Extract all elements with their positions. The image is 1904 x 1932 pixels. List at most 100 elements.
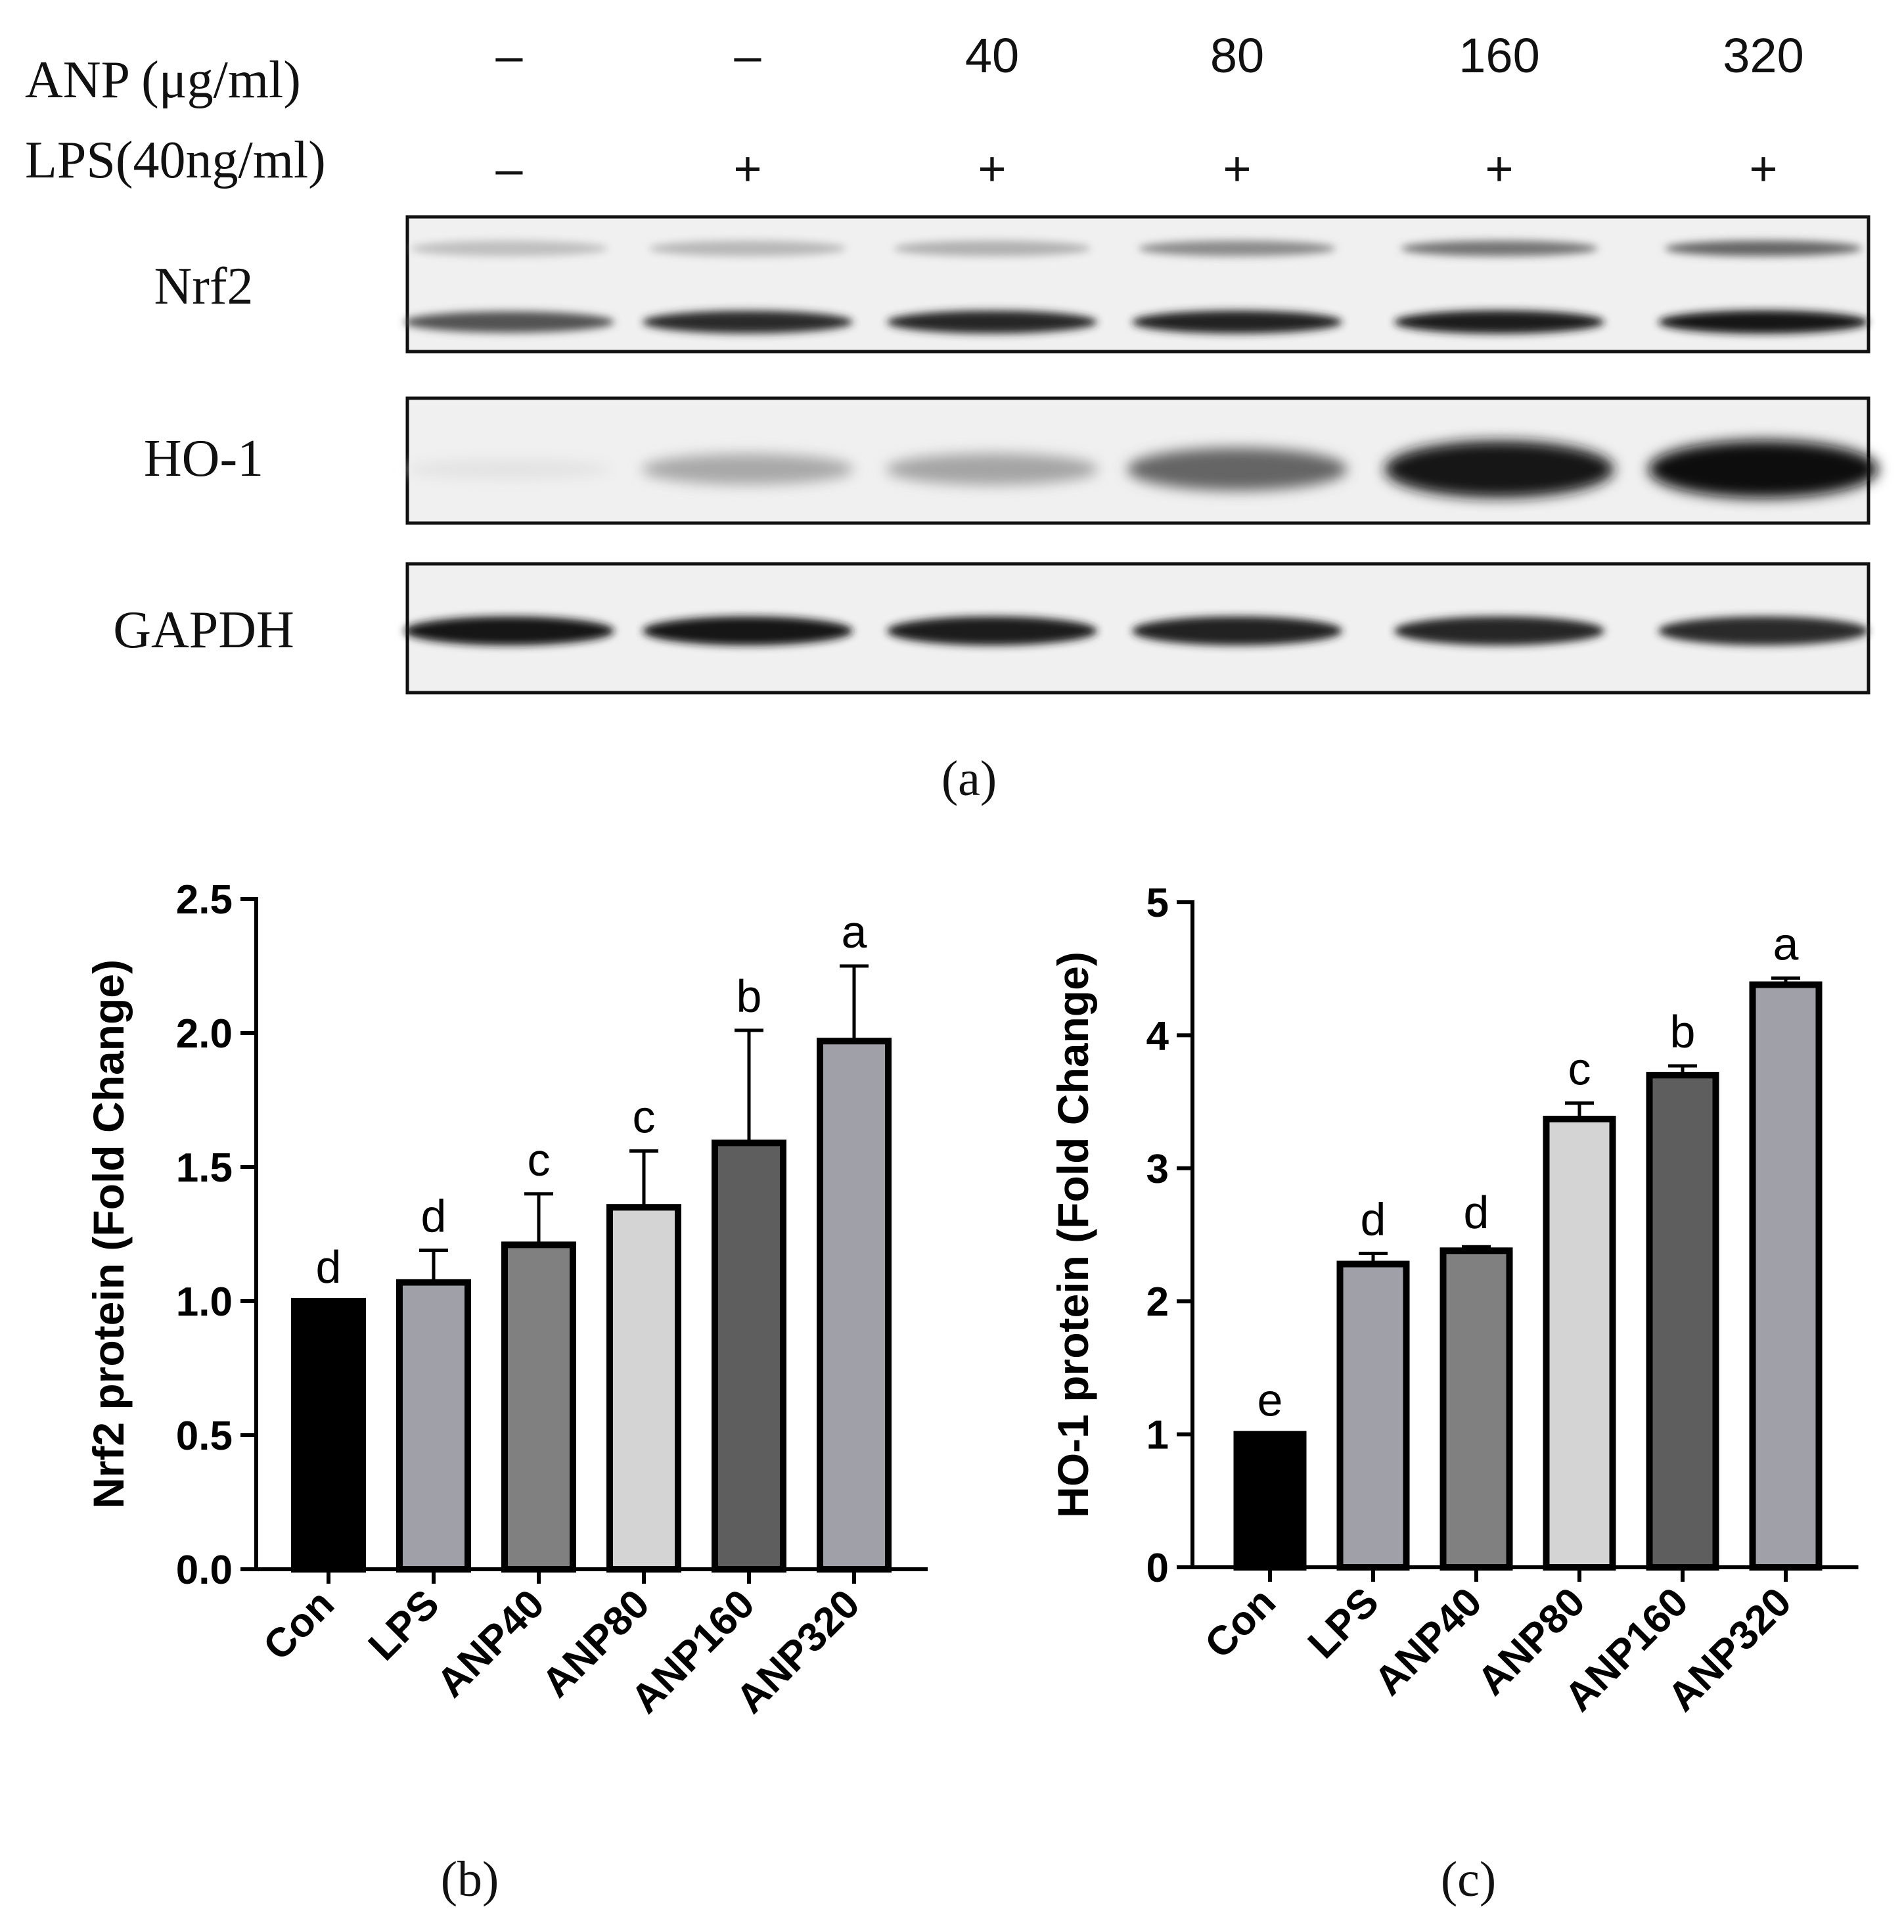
blot-band (649, 241, 846, 256)
significance-label: a (1773, 918, 1799, 969)
blot-nrf2 (404, 215, 1870, 354)
blot-band (1658, 616, 1869, 645)
bar (396, 1279, 471, 1573)
y-tick-label: 0 (1146, 1546, 1169, 1591)
lps-value: + (733, 141, 761, 196)
panel-label-a: (a) (941, 751, 997, 806)
significance-label: d (1464, 1187, 1489, 1238)
bar (1543, 1115, 1616, 1571)
y-tick-label: 0.0 (176, 1548, 233, 1593)
lps-value: + (1223, 141, 1251, 196)
y-tick-label: 1 (1146, 1413, 1169, 1458)
blot-gapdh (404, 562, 1870, 695)
bar (501, 1241, 576, 1573)
blot-band (1401, 241, 1598, 256)
lps-row-label: LPS(40ng/ml) (25, 131, 326, 189)
blot-band (404, 616, 614, 645)
blot-band (1132, 616, 1342, 645)
blot-band (887, 310, 1097, 334)
significance-label: b (737, 971, 762, 1022)
x-tick-label: LPS (1300, 1579, 1388, 1667)
bar (291, 1298, 366, 1573)
panel-label: (c) (1441, 1852, 1496, 1907)
y-tick-label: 1.0 (176, 1279, 233, 1325)
y-axis-label: Nrf2 protein (Fold Change) (84, 959, 133, 1509)
y-axis-label: HO-1 protein (Fold Change) (1049, 952, 1097, 1518)
blot-band (894, 241, 1091, 256)
bar (1749, 981, 1823, 1571)
significance-label: e (1258, 1375, 1283, 1426)
y-tick-label: 1.5 (176, 1145, 233, 1191)
bar (1439, 1247, 1513, 1571)
chart-nrf2: 0.0 0.5 1.0 1.5 2.0 2.5 Nrf2 protein (Fold Cha… (84, 877, 928, 1907)
y-tick-label: 2.0 (176, 1011, 233, 1057)
y-tick-label: 2.5 (176, 877, 233, 923)
anp-value: 40 (965, 28, 1019, 83)
blot-band (1132, 310, 1342, 334)
y-tick-label: 4 (1146, 1013, 1169, 1059)
anp-row-label: ANP (μg/ml) (25, 51, 301, 109)
lps-value: + (978, 141, 1006, 196)
bar (606, 1204, 681, 1573)
chart-ho1: 0 1 2 3 4 5 HO-1 protein (Fold Change) e Con d LPS… (1049, 881, 1859, 1907)
blot-band (1658, 310, 1869, 334)
anp-value: 320 (1723, 28, 1803, 83)
anp-value: – (495, 28, 523, 83)
significance-label: c (633, 1092, 656, 1143)
blot-band (643, 616, 853, 645)
blot-band (641, 453, 854, 485)
x-tick-label: ANP40 (428, 1581, 553, 1706)
x-tick-label: Con (1196, 1579, 1284, 1667)
panel-label: (b) (441, 1852, 499, 1907)
lps-value: – (495, 141, 523, 196)
anp-value: 160 (1459, 28, 1539, 83)
blot-band (1139, 241, 1336, 256)
significance-label: d (1361, 1193, 1386, 1245)
y-tick-label: 0.5 (176, 1414, 233, 1459)
y-tick-label: 3 (1146, 1147, 1169, 1192)
x-tick-label: Con (255, 1581, 343, 1669)
bar (817, 1038, 892, 1573)
significance-label: c (1568, 1044, 1591, 1095)
blot-nrf2-frame (405, 215, 1870, 354)
blot-label-gapdh: GAPDH (113, 601, 294, 659)
gapdh-bands (404, 616, 1869, 645)
blot-band (404, 311, 614, 333)
bar (712, 1139, 786, 1573)
significance-label: a (842, 906, 867, 957)
significance-label: b (1670, 1006, 1696, 1057)
blot-band (886, 453, 1099, 486)
blot-label-ho1: HO-1 (144, 430, 263, 488)
blot-band (1127, 448, 1348, 491)
blot-band (1394, 310, 1604, 334)
x-tick-label: ANP40 (1366, 1579, 1491, 1704)
ho1-bands (406, 440, 1878, 498)
significance-label: d (421, 1190, 447, 1241)
blot-band (1665, 241, 1862, 256)
blot-band (1648, 440, 1878, 498)
anp-value: – (734, 28, 761, 83)
lps-value: + (1749, 141, 1777, 196)
bar (1233, 1431, 1307, 1571)
x-tick-label: LPS (360, 1581, 448, 1669)
y-tick-label: 2 (1146, 1279, 1169, 1325)
lps-values: – + + + + + (495, 141, 1777, 196)
blot-label-nrf2: Nrf2 (154, 258, 253, 315)
blot-band (411, 241, 608, 256)
blot-band (1384, 440, 1614, 498)
bar (1336, 1260, 1410, 1571)
y-tick-label: 5 (1146, 881, 1169, 926)
anp-values: – – 40 80 160 320 (495, 28, 1803, 83)
anp-value: 80 (1210, 28, 1264, 83)
panel-a: ANP (μg/ml) LPS(40ng/ml) – – 40 80 160 320 – +… (25, 28, 1878, 806)
significance-label: c (528, 1134, 551, 1185)
blot-band (406, 459, 612, 480)
blot-band (1394, 616, 1604, 645)
blot-band (643, 310, 853, 334)
blot-band (887, 616, 1097, 645)
nrf2-bands (404, 241, 1869, 334)
significance-label: d (316, 1241, 342, 1293)
blot-ho1 (405, 396, 1878, 525)
lps-value: + (1485, 141, 1513, 196)
